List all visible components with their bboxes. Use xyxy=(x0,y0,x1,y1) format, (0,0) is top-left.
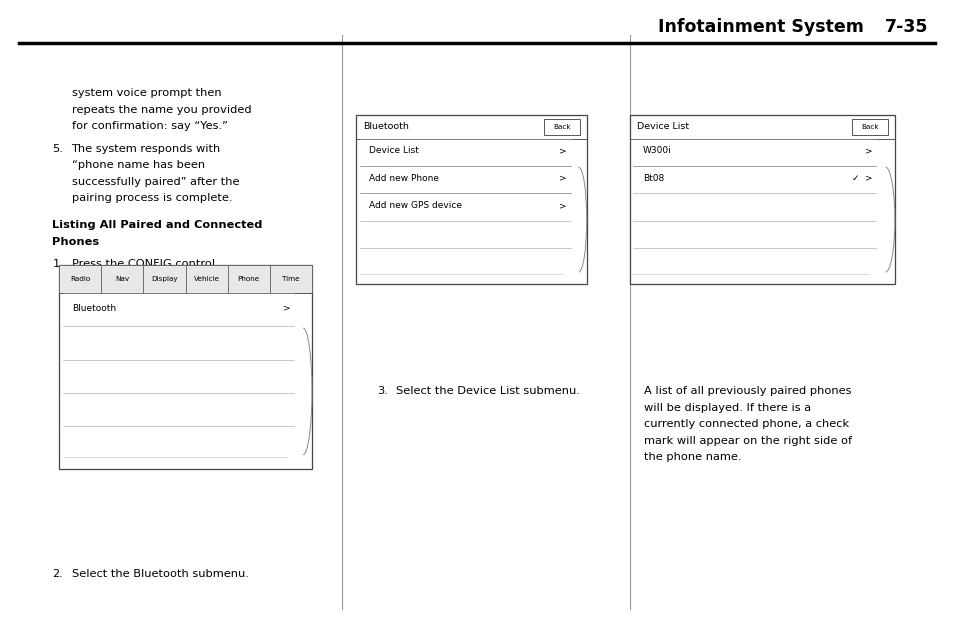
Text: Select the Bluetooth submenu.: Select the Bluetooth submenu. xyxy=(71,569,248,579)
Text: Device List: Device List xyxy=(369,146,418,156)
Bar xyxy=(355,115,586,284)
Text: Nav: Nav xyxy=(115,276,130,282)
Text: Infotainment System: Infotainment System xyxy=(658,18,863,36)
Text: Add new GPS device: Add new GPS device xyxy=(369,201,461,211)
Text: successfully paired” after the: successfully paired” after the xyxy=(71,177,239,187)
Text: ✓: ✓ xyxy=(851,174,858,183)
Text: button repeatedly until the: button repeatedly until the xyxy=(71,276,226,286)
Bar xyxy=(59,265,101,293)
Bar xyxy=(185,265,228,293)
Text: Back: Back xyxy=(553,124,570,130)
Text: Phone: Phone xyxy=(237,276,259,282)
Text: >: > xyxy=(282,304,290,313)
Text: Display: Display xyxy=(151,276,177,282)
Text: 5.: 5. xyxy=(52,144,63,154)
Text: for confirmation: say “Yes.”: for confirmation: say “Yes.” xyxy=(71,121,227,131)
Text: A list of all previously paired phones: A list of all previously paired phones xyxy=(643,386,851,396)
Text: Device List: Device List xyxy=(637,122,689,131)
Text: >: > xyxy=(558,146,566,156)
Text: >: > xyxy=(558,201,566,211)
Bar xyxy=(629,115,894,284)
Text: pairing process is complete.: pairing process is complete. xyxy=(71,193,232,204)
Text: mark will appear on the right side of: mark will appear on the right side of xyxy=(643,436,851,446)
Text: >: > xyxy=(864,146,872,156)
Text: the phone name.: the phone name. xyxy=(643,452,740,463)
Text: Select the Device List submenu.: Select the Device List submenu. xyxy=(395,386,579,396)
Text: Phone menu is shown.: Phone menu is shown. xyxy=(71,292,199,302)
Text: Press the CONFIG control: Press the CONFIG control xyxy=(71,259,214,269)
Text: Vehicle: Vehicle xyxy=(193,276,219,282)
Bar xyxy=(59,265,312,469)
Text: The system responds with: The system responds with xyxy=(71,144,220,154)
Text: Listing All Paired and Connected: Listing All Paired and Connected xyxy=(52,220,263,230)
Bar xyxy=(851,119,887,135)
Bar xyxy=(143,265,185,293)
Text: 7-35: 7-35 xyxy=(884,18,928,36)
Text: will be displayed. If there is a: will be displayed. If there is a xyxy=(643,403,810,413)
Bar xyxy=(270,265,312,293)
Text: Time: Time xyxy=(282,276,299,282)
Bar xyxy=(543,119,579,135)
Text: Bluetooth: Bluetooth xyxy=(72,304,116,313)
Text: Phones: Phones xyxy=(52,237,99,247)
Text: currently connected phone, a check: currently connected phone, a check xyxy=(643,419,848,429)
Text: W300i: W300i xyxy=(642,146,671,156)
Bar xyxy=(228,265,270,293)
Bar xyxy=(101,265,143,293)
Text: >: > xyxy=(864,174,872,183)
Text: Add new Phone: Add new Phone xyxy=(369,174,438,183)
Text: system voice prompt then: system voice prompt then xyxy=(71,88,221,98)
Text: Radio: Radio xyxy=(70,276,91,282)
Text: 2.: 2. xyxy=(52,569,63,579)
Text: “phone name has been: “phone name has been xyxy=(71,160,205,170)
Text: Bluetooth: Bluetooth xyxy=(363,122,409,131)
Text: repeats the name you provided: repeats the name you provided xyxy=(71,105,251,115)
Text: 3.: 3. xyxy=(376,386,387,396)
Text: Back: Back xyxy=(861,124,878,130)
Text: >: > xyxy=(558,174,566,183)
Text: 1.: 1. xyxy=(52,259,63,269)
Text: Bt08: Bt08 xyxy=(642,174,663,183)
